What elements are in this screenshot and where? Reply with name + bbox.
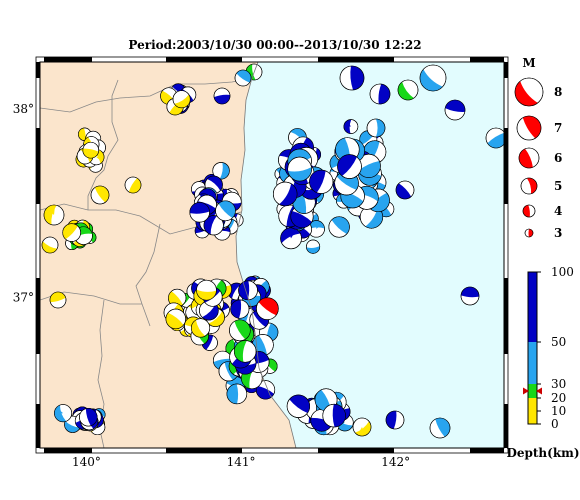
focal-mechanism-marker[interactable] bbox=[41, 236, 59, 254]
magnitude-legend-title: M bbox=[522, 56, 535, 70]
map-area[interactable] bbox=[40, 62, 506, 448]
depth-tick-label: 50 bbox=[551, 335, 566, 349]
focal-mechanism-marker[interactable] bbox=[287, 156, 312, 182]
focal-mechanism-marker[interactable] bbox=[429, 417, 451, 439]
focal-mechanism-marker[interactable] bbox=[191, 318, 211, 338]
magnitude-legend-label: 7 bbox=[554, 121, 562, 135]
earthquake-markers bbox=[41, 63, 506, 439]
focal-mechanism-marker[interactable] bbox=[62, 223, 81, 242]
magnitude-legend-symbol[interactable] bbox=[516, 115, 542, 141]
lon-tick-label: 142° bbox=[381, 455, 410, 469]
focal-mechanism-marker[interactable] bbox=[322, 403, 346, 428]
focal-mechanism-marker[interactable] bbox=[272, 181, 298, 207]
focal-mechanism-marker[interactable] bbox=[397, 79, 419, 101]
focal-mechanism-marker[interactable] bbox=[234, 69, 252, 87]
depth-band-upper bbox=[528, 342, 537, 384]
magnitude-legend-label: 3 bbox=[554, 226, 562, 240]
focal-mechanism-marker[interactable] bbox=[189, 202, 210, 223]
coastline bbox=[235, 62, 297, 448]
focal-mechanism-marker[interactable] bbox=[286, 394, 311, 418]
focal-mechanism-marker[interactable] bbox=[255, 380, 276, 400]
depth-scale-title: Depth(km) bbox=[506, 446, 579, 460]
focal-mechanism-marker[interactable] bbox=[165, 308, 186, 330]
focal-mechanism-marker[interactable] bbox=[369, 83, 391, 105]
focal-mechanism-marker[interactable] bbox=[172, 90, 191, 109]
magnitude-legend-symbol[interactable] bbox=[518, 147, 540, 169]
focal-mechanism-marker[interactable] bbox=[460, 286, 480, 306]
lon-tick-label: 140° bbox=[72, 455, 101, 469]
focal-mechanism-marker[interactable] bbox=[213, 87, 231, 105]
lat-tick-label: 38° bbox=[13, 102, 34, 116]
focal-mechanism-marker[interactable] bbox=[90, 185, 110, 205]
focal-mechanism-marker[interactable] bbox=[82, 141, 100, 159]
focal-mechanism-marker[interactable] bbox=[366, 118, 386, 138]
focal-mechanism-marker[interactable] bbox=[352, 417, 372, 437]
focal-mechanism-marker[interactable] bbox=[485, 127, 506, 149]
focal-mechanism-marker[interactable] bbox=[49, 291, 67, 309]
depth-tick-label: 20 bbox=[551, 391, 566, 405]
depth-tick-label: 100 bbox=[551, 265, 574, 279]
depth-marker bbox=[523, 387, 542, 395]
depth-scale-border bbox=[527, 271, 538, 425]
focal-mechanism-marker[interactable] bbox=[43, 204, 65, 226]
depth-band-mid bbox=[528, 384, 537, 398]
focal-mechanism-marker[interactable] bbox=[343, 119, 359, 134]
focal-mechanism-marker[interactable] bbox=[238, 280, 258, 301]
focal-mechanism-marker[interactable] bbox=[395, 180, 415, 200]
focal-mechanism-marker[interactable] bbox=[215, 200, 236, 222]
focal-mechanism-marker[interactable] bbox=[306, 239, 321, 254]
magnitude-legend-label: 5 bbox=[554, 179, 562, 193]
focal-mechanism-marker[interactable] bbox=[229, 319, 251, 342]
focal-mechanism-marker[interactable] bbox=[309, 169, 334, 194]
focal-mechanism-marker[interactable] bbox=[337, 154, 362, 179]
magnitude-legend-symbol[interactable] bbox=[514, 77, 544, 107]
focal-mechanism-marker[interactable] bbox=[307, 220, 325, 238]
depth-band-deep bbox=[528, 272, 537, 342]
focal-mechanism-marker[interactable] bbox=[339, 65, 365, 91]
depth-tick-label: 30 bbox=[551, 377, 566, 391]
focal-mechanism-marker[interactable] bbox=[230, 299, 250, 319]
focal-mechanism-marker[interactable] bbox=[419, 64, 447, 92]
focal-mechanism-marker[interactable] bbox=[196, 279, 217, 301]
map-title: Period:2003/10/30 00:00--2013/10/30 12:2… bbox=[128, 38, 422, 52]
focal-mechanism-marker[interactable] bbox=[212, 162, 230, 180]
focal-mechanism-marker[interactable] bbox=[328, 216, 350, 238]
focal-mechanism-marker[interactable] bbox=[385, 410, 405, 430]
lon-tick-label: 141° bbox=[227, 455, 256, 469]
map-frame bbox=[35, 56, 509, 454]
magnitude-legend-label: 4 bbox=[554, 204, 562, 218]
lat-tick-label: 37° bbox=[13, 290, 34, 304]
magnitude-legend-symbol[interactable] bbox=[520, 177, 538, 195]
focal-mechanism-marker[interactable] bbox=[233, 340, 257, 363]
focal-mechanism-marker[interactable] bbox=[280, 227, 302, 250]
axis-tick-labels: 140° 141° 142° 38° 37° bbox=[13, 102, 410, 469]
depth-tick-label: 0 bbox=[551, 417, 559, 431]
magnitude-legend: M 8 7 6 5 4 3 bbox=[514, 56, 562, 240]
focal-mechanism-marker[interactable] bbox=[79, 408, 98, 427]
magnitude-legend-symbol[interactable] bbox=[522, 204, 536, 218]
prefecture-boundaries bbox=[40, 77, 253, 448]
focal-mechanism-marker[interactable] bbox=[124, 176, 142, 194]
highlight-event-marker[interactable] bbox=[256, 297, 279, 320]
magnitude-legend-label: 8 bbox=[554, 85, 562, 99]
focal-mechanism-marker[interactable] bbox=[226, 383, 248, 405]
focal-mechanism-marker[interactable] bbox=[444, 99, 466, 121]
focal-mechanism-marker[interactable] bbox=[203, 215, 224, 236]
focal-mechanism-marker[interactable] bbox=[54, 404, 73, 423]
magnitude-legend-label: 6 bbox=[554, 151, 562, 165]
magnitude-legend-symbol[interactable] bbox=[524, 228, 534, 238]
depth-tick-label: 10 bbox=[551, 404, 566, 418]
depth-band-shallow bbox=[528, 398, 537, 424]
